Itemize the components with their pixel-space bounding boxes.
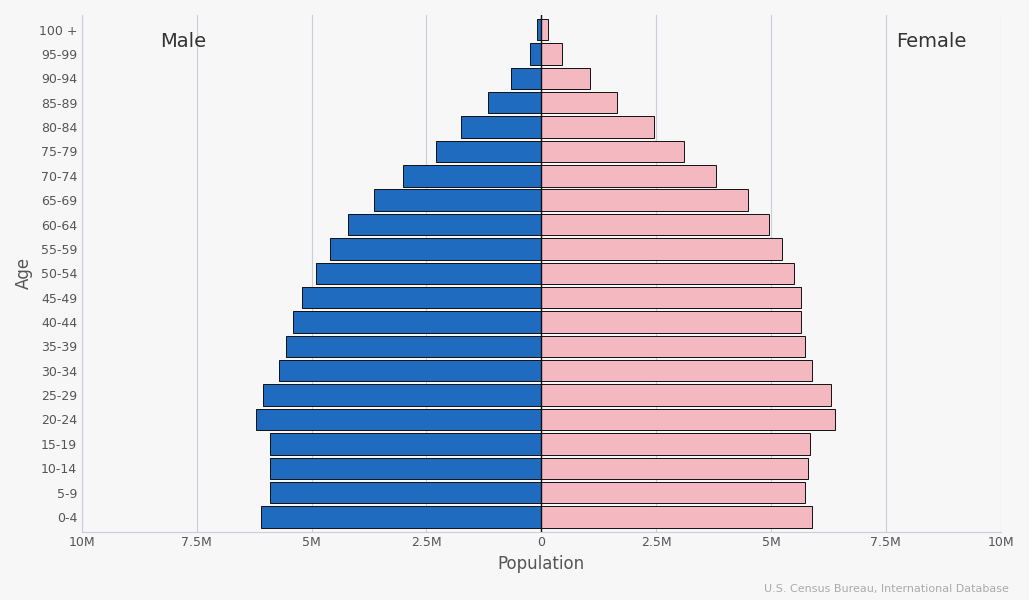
Bar xyxy=(541,92,617,113)
Bar xyxy=(541,19,548,40)
Bar xyxy=(293,311,541,333)
Bar xyxy=(541,360,812,382)
Bar xyxy=(541,287,801,308)
Bar xyxy=(541,68,590,89)
Bar xyxy=(541,409,836,430)
Bar xyxy=(541,263,794,284)
Bar xyxy=(541,238,782,260)
Bar xyxy=(541,506,812,527)
Bar xyxy=(537,19,541,40)
Bar xyxy=(541,43,562,65)
Text: Female: Female xyxy=(896,32,967,52)
X-axis label: Population: Population xyxy=(498,555,584,573)
Bar xyxy=(374,190,541,211)
Bar xyxy=(271,482,541,503)
Bar xyxy=(541,335,806,357)
Text: Male: Male xyxy=(159,32,206,52)
Bar xyxy=(541,311,801,333)
Bar xyxy=(303,287,541,308)
Bar xyxy=(541,165,716,187)
Bar xyxy=(316,263,541,284)
Bar xyxy=(541,116,653,138)
Bar xyxy=(541,385,830,406)
Bar xyxy=(261,506,541,527)
Bar xyxy=(256,409,541,430)
Bar xyxy=(530,43,541,65)
Bar xyxy=(541,214,769,235)
Bar xyxy=(541,190,748,211)
Bar xyxy=(271,458,541,479)
Bar xyxy=(541,482,806,503)
Bar xyxy=(280,360,541,382)
Text: U.S. Census Bureau, International Database: U.S. Census Bureau, International Databa… xyxy=(764,584,1008,594)
Bar xyxy=(541,141,683,162)
Bar xyxy=(330,238,541,260)
Bar xyxy=(271,433,541,455)
Bar xyxy=(349,214,541,235)
Bar xyxy=(461,116,541,138)
Bar xyxy=(489,92,541,113)
Bar xyxy=(263,385,541,406)
Bar xyxy=(286,335,541,357)
Y-axis label: Age: Age xyxy=(15,257,33,289)
Bar xyxy=(541,433,810,455)
Bar xyxy=(511,68,541,89)
Bar xyxy=(403,165,541,187)
Bar xyxy=(541,458,808,479)
Bar xyxy=(435,141,541,162)
